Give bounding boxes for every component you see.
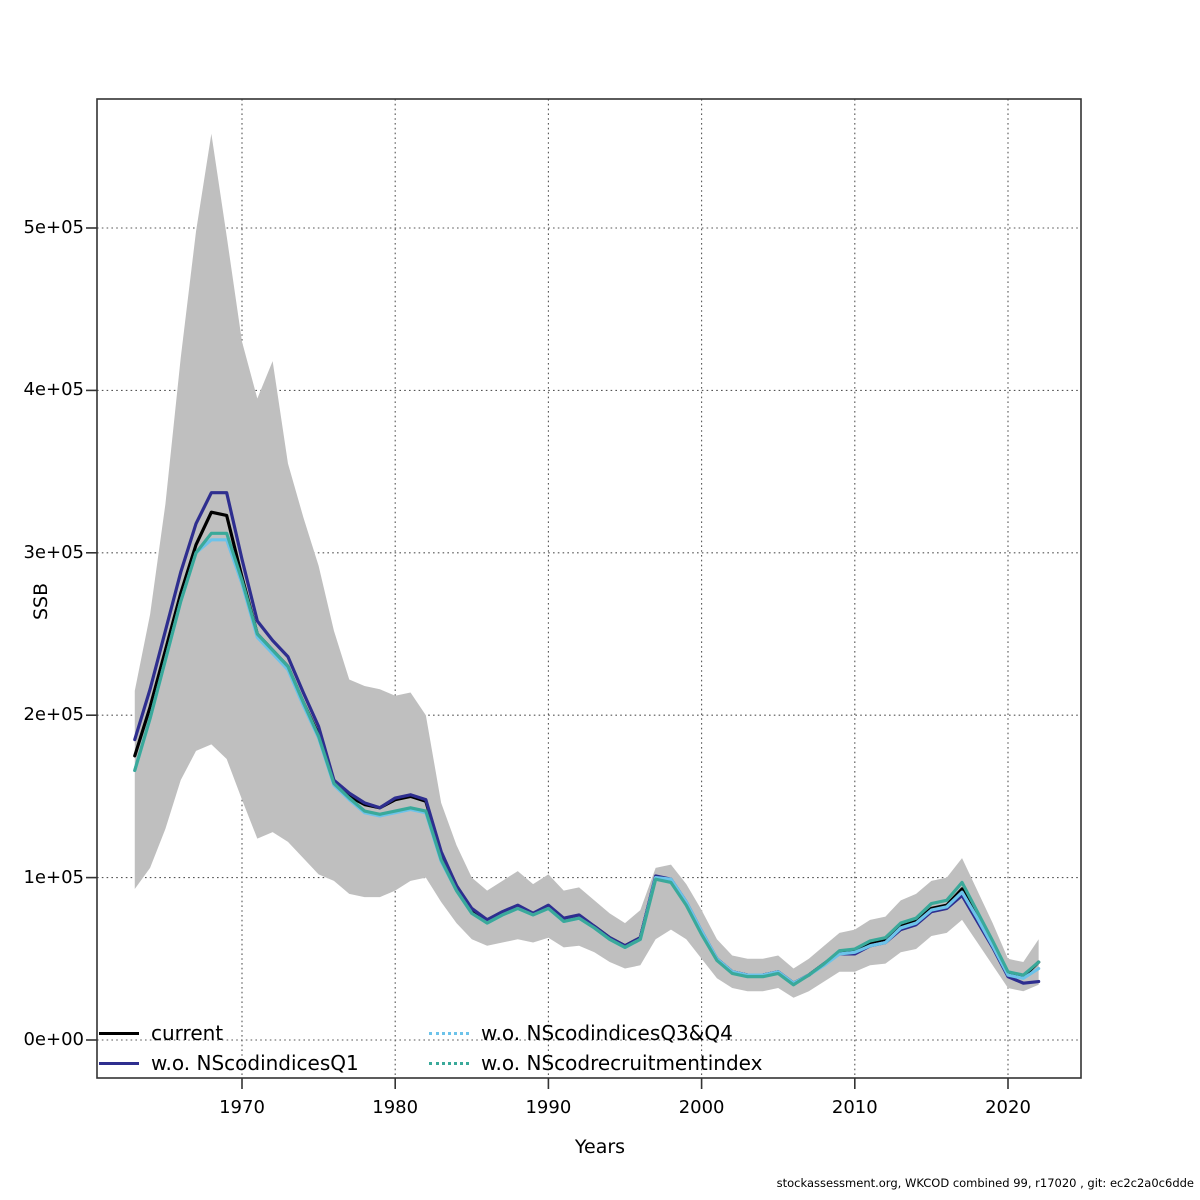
y-axis-title: SSB xyxy=(30,582,52,620)
y-tick-label: 0e+00 xyxy=(23,1029,84,1050)
y-tick-label: 5e+05 xyxy=(23,217,84,238)
x-axis-title: Years xyxy=(574,1136,626,1158)
x-tick-label: 2000 xyxy=(678,1097,725,1118)
y-tick-label: 4e+05 xyxy=(23,379,84,401)
x-tick-label: 1990 xyxy=(525,1097,572,1118)
x-tick-label: 1980 xyxy=(372,1097,419,1118)
figure-caption: stockassessment.org, WKCOD combined 99, … xyxy=(776,1176,1194,1190)
y-tick-label: 2e+05 xyxy=(23,704,84,726)
confidence-ribbon xyxy=(134,133,1039,998)
y-tick-label: 3e+05 xyxy=(23,541,84,563)
x-tick-label: 2010 xyxy=(831,1097,878,1118)
x-tick-label: 2020 xyxy=(985,1097,1031,1118)
plot-frame xyxy=(96,98,1082,1079)
series-line xyxy=(133,531,1041,987)
x-tick-label: 1970 xyxy=(219,1097,265,1118)
y-tick-label: 1e+05 xyxy=(23,866,84,888)
